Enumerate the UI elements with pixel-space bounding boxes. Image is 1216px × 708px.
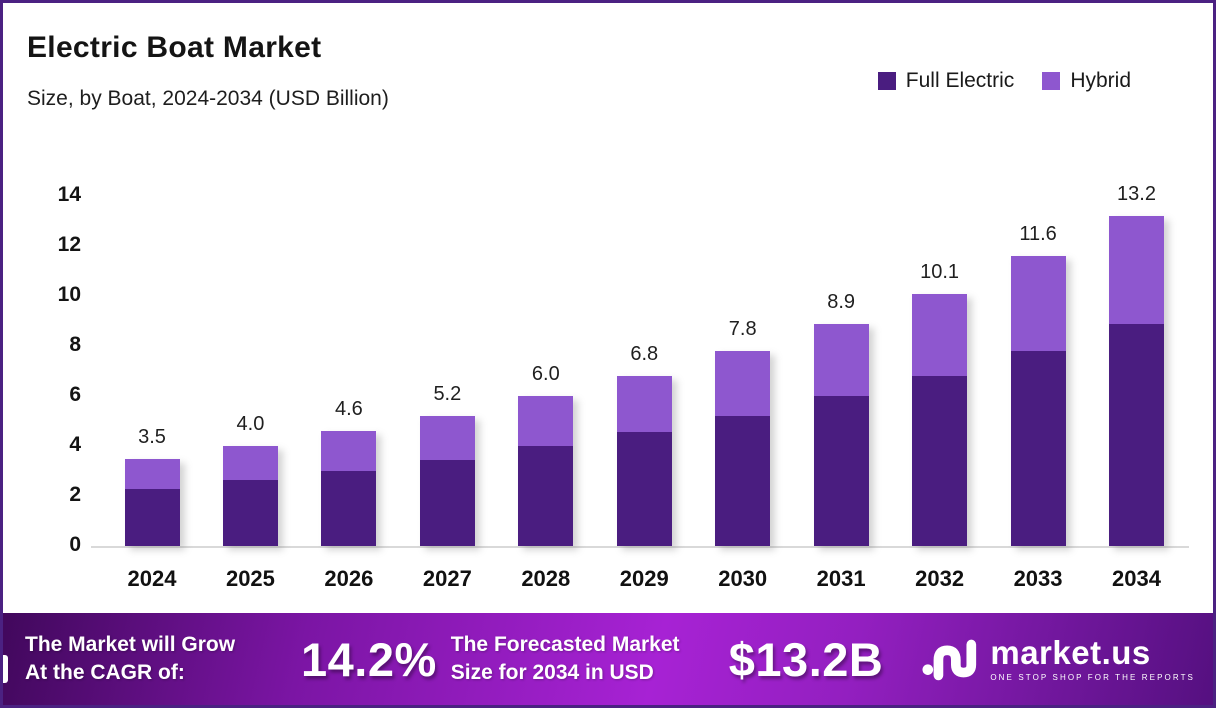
marketus-wave-icon: [922, 639, 977, 681]
bar-total-label-2025: 4.0: [236, 413, 265, 435]
x-axis-tick-label-2029: 2029: [619, 566, 669, 591]
x-axis-tick-label-2032: 2032: [915, 566, 965, 591]
bar-segment-full-electric-2029: [616, 432, 672, 546]
y-axis-tick-label: 4: [69, 433, 81, 456]
bar-total-label-2034: 13.2: [1117, 183, 1156, 205]
legend-swatch-full-electric: [877, 72, 896, 90]
bar-segment-full-electric-2032: [912, 376, 968, 546]
bar-total-label-2027: 5.2: [433, 383, 462, 405]
bar-segment-full-electric-2034: [1109, 323, 1164, 546]
legend-item-full-electric: Full Electric: [877, 69, 1015, 93]
bar-total-label-2031: 8.9: [827, 290, 856, 313]
bar-2025: [222, 446, 278, 546]
bar-segment-hybrid-2026: [321, 431, 377, 471]
bar-2029: [616, 376, 672, 546]
marketus-tagline: ONE STOP SHOP FOR THE REPORTS: [990, 673, 1195, 682]
bar-segment-hybrid-2024: [124, 458, 180, 489]
marketus-brand-name: market.us: [990, 634, 1151, 671]
x-axis-baseline: [91, 546, 1189, 548]
x-axis-tick-label-2027: 2027: [422, 566, 472, 591]
x-axis-tick-label-2028: 2028: [521, 566, 571, 591]
bar-total-label-2026: 4.6: [334, 398, 363, 420]
bar-2027: [419, 416, 475, 546]
bar-segment-hybrid-2027: [419, 416, 475, 460]
bar-segment-full-electric-2024: [124, 488, 180, 546]
x-axis-tick-label-2024: 2024: [127, 566, 177, 591]
x-axis-tick-label-2026: 2026: [324, 566, 374, 591]
bar-total-label-2032: 10.1: [920, 260, 960, 283]
bar-segment-full-electric-2031: [813, 396, 869, 546]
legend-swatch-hybrid: [1042, 72, 1061, 90]
bar-total-label-2033: 11.6: [1019, 223, 1057, 245]
y-axis-tick-label: 0: [69, 533, 81, 556]
bar-total-label-2030: 7.8: [728, 318, 757, 340]
footer-banner: The Market will Grow At the CAGR of: 14.…: [3, 613, 1213, 705]
legend-item-hybrid: Hybrid: [1042, 69, 1131, 93]
stacked-bar-chart: 0 2 4 6 8 10 12 14 3.5 2024 4.0 2025 4.6 2026 5.2 2027 6…: [3, 3, 1213, 619]
bar-total-label-2028: 6.0: [531, 363, 560, 385]
marketus-logo: market.us ONE STOP SHOP FOR THE REPORTS: [922, 635, 1195, 683]
y-axis-tick-label: 12: [57, 233, 81, 256]
marketus-logo-text: market.us ONE STOP SHOP FOR THE REPORTS: [990, 636, 1195, 682]
footer-forecast-caption: The Forecasted Market Size for 2034 in U…: [451, 631, 719, 686]
bar-segment-full-electric-2026: [321, 471, 377, 546]
bar-2030: [715, 351, 771, 546]
bar-segment-full-electric-2025: [222, 479, 278, 546]
y-axis-tick-label: 14: [57, 183, 81, 206]
bar-segment-hybrid-2032: [912, 293, 968, 376]
footer-left-accent: [3, 655, 8, 683]
bar-segment-full-electric-2030: [715, 416, 771, 546]
footer-forecast-caption-line2: Size for 2034 in USD: [450, 661, 654, 684]
bar-2024: [124, 458, 180, 546]
bar-segment-full-electric-2028: [518, 446, 574, 546]
footer-forecast-value: $13.2B: [728, 632, 884, 686]
y-axis-tick-label: 8: [69, 333, 81, 356]
bar-2026: [321, 431, 377, 546]
footer-cagr-value: 14.2%: [301, 632, 437, 686]
x-axis-tick-label-2033: 2033: [1013, 566, 1063, 591]
y-axis-tick-label: 10: [57, 283, 81, 306]
page-title: Electric Boat Market: [27, 31, 322, 64]
x-axis-tick-label-2034: 2034: [1112, 566, 1161, 591]
bar-total-label-2024: 3.5: [138, 425, 166, 448]
page-subtitle: Size, by Boat, 2024-2034 (USD Billion): [27, 87, 389, 110]
chart-legend: Full Electric Hybrid: [877, 69, 1131, 93]
bar-segment-hybrid-2034: [1109, 216, 1164, 324]
bar-total-label-2029: 6.8: [630, 343, 659, 365]
x-axis-tick-label-2031: 2031: [816, 566, 866, 591]
bar-2028: [518, 396, 574, 546]
bar-segment-hybrid-2033: [1010, 256, 1066, 351]
footer-forecast-caption-line1: The Forecasted Market: [450, 633, 680, 657]
y-axis-tick-label: 6: [69, 383, 81, 406]
bar-segment-hybrid-2030: [715, 351, 771, 416]
bar-segment-hybrid-2029: [616, 376, 672, 433]
x-axis-tick-label-2025: 2025: [225, 566, 275, 591]
bar-2032: [912, 293, 968, 546]
bar-segment-hybrid-2031: [813, 323, 869, 396]
x-axis-tick-label-2030: 2030: [718, 566, 768, 591]
bar-segment-full-electric-2033: [1010, 351, 1066, 546]
bar-segment-hybrid-2028: [518, 396, 574, 446]
bar-2033: [1010, 256, 1066, 546]
footer-cagr-caption: The Market will Grow At the CAGR of:: [25, 631, 293, 686]
bar-2034: [1109, 216, 1164, 546]
bar-2031: [813, 323, 869, 546]
bar-segment-full-electric-2027: [419, 459, 475, 546]
footer-cagr-caption-line1: The Market will Grow: [25, 633, 236, 657]
bar-segment-hybrid-2025: [222, 446, 278, 480]
legend-label-full-electric: Full Electric: [905, 69, 1015, 92]
y-axis-tick-label: 2: [69, 483, 81, 506]
legend-label-hybrid: Hybrid: [1070, 69, 1131, 92]
footer-cagr-caption-line2: At the CAGR of:: [25, 661, 185, 684]
